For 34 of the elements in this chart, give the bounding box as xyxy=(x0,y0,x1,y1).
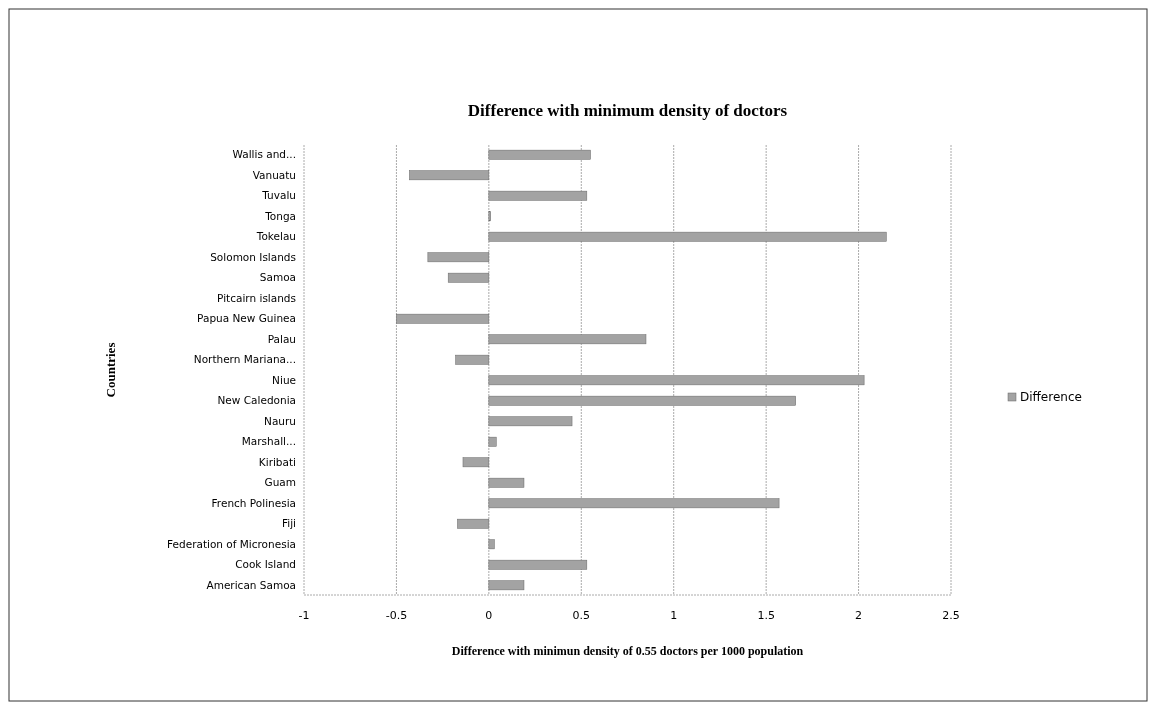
y-tick-label: Tokelau xyxy=(255,230,296,243)
legend-label: Difference xyxy=(1020,390,1082,405)
y-tick-label: Tuvalu xyxy=(261,189,296,202)
x-tick-label: 0 xyxy=(485,609,493,622)
x-tick-label: 0.5 xyxy=(572,609,591,622)
y-tick-label: Guam xyxy=(264,476,296,489)
y-tick-label: Federation of Micronesia xyxy=(167,537,296,550)
y-tick-label: Wallis and... xyxy=(232,148,296,161)
y-tick-label: Samoa xyxy=(259,271,296,284)
y-tick-label: Cook Island xyxy=(235,558,296,571)
x-tick-label: 2.5 xyxy=(942,609,960,622)
x-tick-label: 1 xyxy=(670,609,678,622)
y-axis-title: Countries xyxy=(103,342,118,398)
y-tick-label: Vanuatu xyxy=(252,168,296,181)
y-tick-label: French Polinesia xyxy=(211,496,296,509)
y-tick-label: New Caledonia xyxy=(217,394,296,407)
y-tick-label: Palau xyxy=(267,332,296,345)
y-tick-label: Pitcairn islands xyxy=(217,291,296,304)
chart-title: Difference with minimum density of doctors xyxy=(467,101,788,120)
x-tick-label: -0.5 xyxy=(385,609,408,622)
x-axis-title: Difference with minimun density of 0.55 doctors per 1000 population xyxy=(451,644,804,658)
x-tick-label: 1.5 xyxy=(757,609,775,622)
y-tick-label: Nauru xyxy=(264,414,296,427)
y-tick-label: Niue xyxy=(272,373,296,386)
y-tick-label: Solomon Islands xyxy=(210,250,296,263)
y-tick-label: Marshall... xyxy=(241,435,296,448)
y-tick-label: Fiji xyxy=(281,517,296,530)
y-tick-label: American Samoa xyxy=(206,578,296,591)
x-tick-label: -1 xyxy=(298,609,310,622)
x-tick-label: 2 xyxy=(855,609,863,622)
y-tick-label: Kiribati xyxy=(258,455,296,468)
y-tick-label: Papua New Guinea xyxy=(197,312,296,325)
y-tick-label: Tonga xyxy=(264,209,296,222)
y-tick-label: Northern Mariana... xyxy=(193,353,296,366)
